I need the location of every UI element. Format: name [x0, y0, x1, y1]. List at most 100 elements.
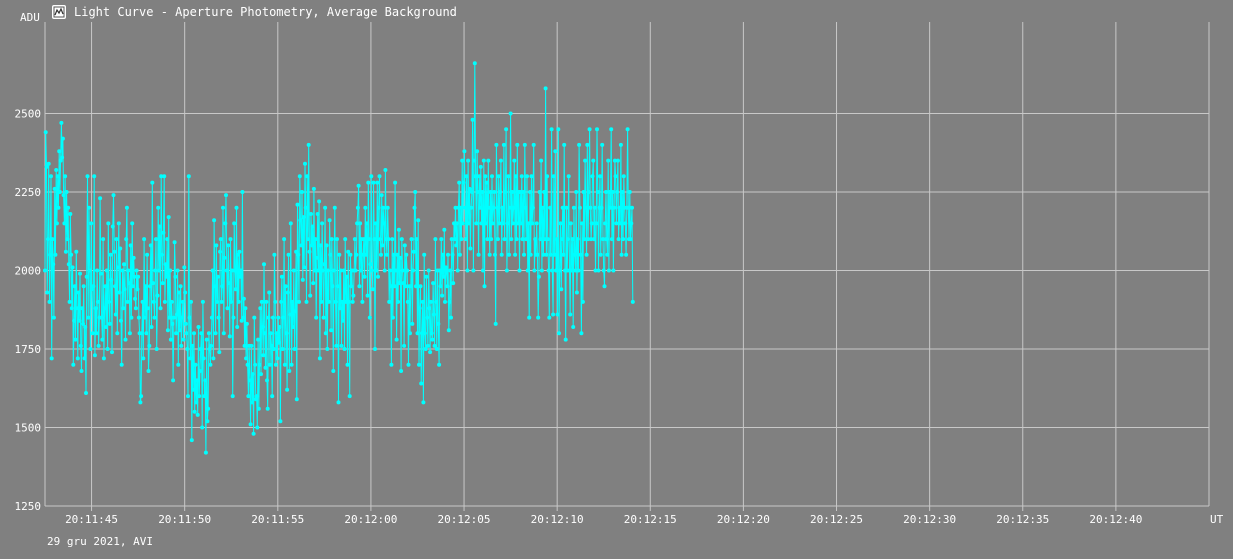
data-point [188, 356, 193, 361]
data-point [317, 199, 322, 204]
data-point [344, 274, 349, 279]
data-point [148, 243, 153, 248]
data-point [487, 205, 491, 210]
data-point [321, 315, 326, 320]
data-point [522, 252, 526, 257]
data-point [79, 369, 84, 373]
data-point [562, 142, 567, 147]
data-point [534, 221, 539, 226]
x-tick-label: 20:11:45 [65, 513, 118, 526]
data-point [577, 205, 582, 210]
data-point [305, 174, 310, 179]
data-point [495, 205, 500, 210]
data-point [90, 331, 95, 336]
data-point [427, 306, 432, 311]
data-point [279, 299, 284, 304]
data-point [443, 265, 448, 270]
data-point [406, 362, 411, 367]
data-point [160, 252, 164, 257]
data-point [424, 274, 429, 279]
data-point [244, 356, 249, 361]
data-point [204, 337, 209, 342]
data-point [572, 252, 577, 257]
data-point [304, 299, 309, 304]
data-point [485, 237, 490, 242]
data-point [215, 299, 220, 304]
data-point [401, 281, 406, 286]
data-point [148, 284, 152, 289]
data-point [298, 218, 303, 223]
data-point [69, 306, 74, 311]
data-point [458, 205, 463, 210]
data-point [168, 337, 173, 342]
data-point [259, 299, 264, 304]
data-point [81, 321, 85, 326]
data-point [477, 174, 482, 179]
data-point [104, 268, 109, 273]
data-point [124, 205, 129, 210]
data-point [173, 274, 178, 279]
data-point [551, 174, 556, 179]
data-point [50, 237, 55, 242]
data-point [284, 331, 289, 336]
data-point [235, 252, 240, 257]
data-point [545, 174, 550, 179]
data-point [374, 268, 379, 273]
data-point [238, 274, 243, 279]
data-point [432, 343, 437, 348]
data-point [49, 356, 54, 361]
data-point [583, 205, 588, 210]
data-point [278, 419, 283, 424]
data-point [493, 321, 498, 326]
data-point [131, 255, 136, 260]
data-point [487, 252, 492, 257]
data-point [431, 281, 436, 286]
data-point [443, 299, 447, 304]
data-point [233, 268, 237, 273]
data-point [61, 193, 66, 198]
data-point [258, 306, 263, 311]
data-point [85, 174, 90, 179]
data-point [512, 158, 517, 163]
x-tick-label: 20:12:35 [996, 513, 1049, 526]
data-point [201, 356, 206, 361]
data-point [438, 284, 443, 289]
data-point [630, 205, 634, 210]
data-point [207, 347, 212, 351]
data-point [410, 321, 415, 326]
data-point [629, 221, 634, 226]
data-point [126, 268, 131, 273]
data-point [78, 271, 82, 276]
data-point [291, 268, 296, 273]
data-point [528, 252, 533, 257]
data-point [530, 205, 535, 210]
data-point [259, 372, 263, 377]
data-point [530, 221, 535, 226]
data-point [554, 237, 559, 242]
data-point [93, 306, 98, 311]
data-point [107, 321, 112, 326]
data-point [238, 268, 243, 273]
data-point [412, 205, 417, 210]
data-point [393, 180, 398, 185]
data-point [279, 274, 284, 279]
data-point [111, 193, 116, 198]
data-point [459, 237, 464, 242]
data-point [107, 299, 112, 304]
data-point [189, 299, 193, 304]
data-point [616, 237, 621, 242]
data-point [103, 284, 108, 289]
chart-app-icon[interactable] [52, 5, 66, 19]
data-point [601, 268, 606, 273]
data-point [422, 252, 427, 257]
data-point [469, 190, 474, 194]
data-point [440, 293, 445, 298]
data-point [442, 227, 447, 232]
data-point [313, 237, 318, 242]
data-point [355, 221, 360, 226]
data-point [130, 221, 135, 226]
data-point [314, 255, 319, 260]
data-point [492, 190, 497, 194]
data-point [491, 205, 496, 210]
data-point [484, 221, 488, 226]
